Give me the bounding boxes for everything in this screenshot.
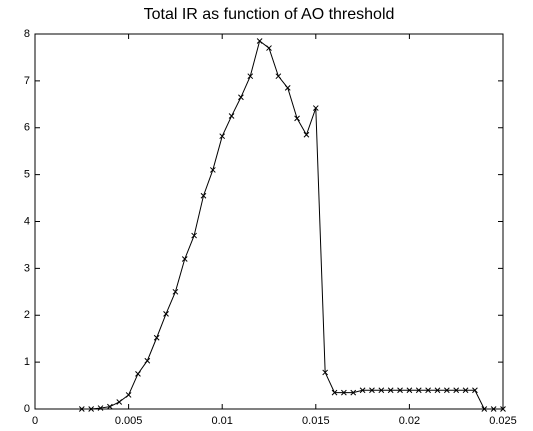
marker: [181, 256, 188, 262]
marker: [303, 131, 310, 138]
y-tick-label: 6: [24, 122, 30, 134]
marker: [219, 133, 226, 140]
y-tick-label: 3: [24, 262, 30, 274]
y-tick-label: 0: [24, 403, 30, 415]
marker: [256, 38, 263, 44]
marker: [406, 387, 413, 394]
marker: [462, 387, 469, 394]
marker: [247, 73, 254, 80]
y-tick-label: 8: [24, 28, 30, 40]
marker: [88, 406, 95, 412]
marker: [107, 403, 113, 410]
marker: [97, 405, 104, 411]
marker: [359, 387, 366, 394]
marker: [200, 192, 207, 199]
marker: [78, 406, 85, 412]
marker: [163, 310, 169, 317]
marker: [481, 406, 488, 412]
y-tick-label: 4: [24, 215, 30, 227]
x-tick-label: 0.01: [211, 415, 232, 427]
marker: [144, 357, 151, 364]
marker: [191, 232, 197, 239]
chart-title: Total IR as function of AO threshold: [144, 6, 395, 23]
x-tick-label: 0.005: [115, 415, 143, 427]
marker: [341, 389, 347, 396]
marker: [350, 389, 357, 396]
marker: [369, 387, 375, 394]
marker: [125, 392, 132, 398]
marker: [415, 387, 422, 394]
marker: [387, 387, 394, 394]
marker: [434, 387, 441, 394]
x-tick-label: 0.025: [489, 415, 517, 427]
marker: [275, 73, 282, 80]
marker: [322, 369, 329, 376]
marker: [116, 399, 123, 405]
marker: [500, 406, 506, 412]
y-tick-label: 1: [24, 356, 30, 368]
marker: [238, 94, 244, 101]
y-tick-label: 2: [24, 309, 30, 321]
marker: [425, 387, 431, 394]
marker: [172, 288, 179, 295]
marker: [397, 387, 403, 394]
y-tick-label: 7: [24, 75, 30, 87]
marker: [294, 115, 300, 122]
x-tick-label: 0.02: [399, 415, 420, 427]
marker: [331, 389, 338, 396]
x-tick-label: 0.015: [302, 415, 330, 427]
data-line: [81, 40, 503, 410]
marker: [453, 387, 460, 394]
marker: [228, 113, 235, 119]
marker: [135, 370, 141, 377]
marker: [284, 85, 291, 91]
marker: [378, 387, 385, 394]
marker: [266, 45, 272, 51]
marker: [443, 387, 450, 394]
marker: [472, 387, 478, 394]
y-tick-label: 5: [24, 169, 30, 181]
marker: [312, 105, 319, 111]
marker: [490, 406, 497, 412]
marker: [209, 167, 216, 173]
marker: [153, 334, 160, 341]
x-tick-label: 0: [32, 415, 38, 427]
